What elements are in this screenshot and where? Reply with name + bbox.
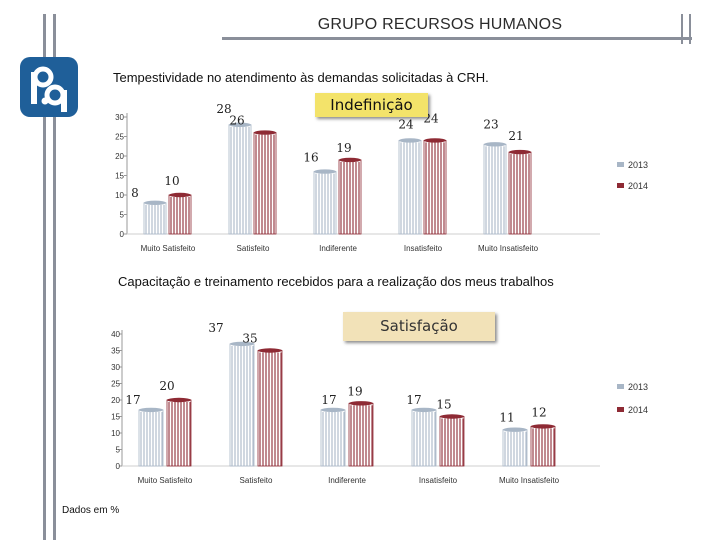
chart-2-value-label-2014-4: 12 — [531, 405, 546, 419]
chart-2-bar-cap-2013-1 — [230, 341, 254, 347]
chart-2-y-tick-label: 5 — [116, 446, 121, 455]
chart-1-category-label-1: Satisfeito — [237, 244, 270, 253]
chart-1-callout: Indefinição — [315, 93, 428, 117]
frame-vertical-line-3 — [681, 14, 683, 44]
chart-2-bar-cap-2013-4 — [503, 427, 527, 432]
chart-2-bar-cap-2013-0 — [139, 407, 163, 413]
frame-vertical-line-1 — [43, 14, 46, 540]
chart-1-category-label-3: Insatisfeito — [404, 244, 443, 253]
chart-2-bar-cap-2014-2 — [349, 401, 373, 406]
chart-2-y-tick-label: 10 — [111, 429, 120, 438]
chart-1-value-label-2013-4: 23 — [483, 117, 498, 131]
chart-1-bar-cap-2013-3 — [399, 138, 421, 143]
chart-2-bar-cap-2014-1 — [258, 348, 282, 353]
chart-2-callout: Satisfação — [343, 312, 495, 341]
chart-2-legend-label-2013: 2013 — [628, 382, 648, 392]
chart-2-value-label-2014-2: 19 — [347, 384, 362, 398]
chart-1-value-label-2013-3: 24 — [398, 117, 414, 131]
chart-2-bar-cap-2014-0 — [167, 397, 191, 403]
chart-2-y-tick-label: 15 — [111, 413, 120, 422]
chart-1-category-label-0: Muito Satisfeito — [141, 244, 196, 253]
chart-2-bar-cap-2013-2 — [321, 407, 345, 413]
chart-1-bar-cap-2013-0 — [144, 200, 166, 205]
chart-2-value-label-2014-0: 20 — [159, 379, 174, 393]
chart-1-legend-label-2014: 2014 — [628, 181, 648, 191]
company-logo — [19, 55, 79, 124]
chart-2-value-label-2013-2: 17 — [321, 393, 336, 407]
chart-2-value-label-2014-3: 15 — [436, 398, 451, 412]
chart-1-y-tick-label: 0 — [120, 230, 125, 239]
chart-1-value-label-2014-4: 21 — [508, 129, 523, 143]
chart-1-bar-cap-2014-4 — [509, 149, 531, 155]
chart-1-y-tick-label: 30 — [115, 113, 124, 122]
chart-1-value-label-2014-1: 26 — [229, 114, 244, 128]
chart-1-value-label-2013-1: 28 — [216, 102, 231, 116]
chart-2-y-tick-label: 40 — [111, 330, 120, 339]
chart-2-legend-swatch-2013 — [617, 384, 624, 389]
chart-2-y-tick-label: 20 — [111, 396, 120, 405]
chart-1-value-label-2013-0: 8 — [131, 186, 139, 200]
chart-2-category-label-3: Insatisfeito — [419, 476, 458, 485]
chart-2-y-tick-label: 35 — [111, 347, 120, 356]
chart-2-category-label-4: Muito Insatisfeito — [499, 476, 560, 485]
chart-1-y-tick-label: 25 — [115, 133, 124, 142]
chart-1-bar-cap-2013-1 — [229, 122, 251, 128]
title-underline — [222, 37, 692, 40]
chart-2-y-tick-label: 30 — [111, 363, 120, 372]
chart-1-value-label-2013-2: 16 — [303, 151, 318, 165]
chart-2-category-label-2: Indiferente — [328, 476, 366, 485]
footnote: Dados em % — [62, 505, 120, 516]
chart-2-bar-cap-2014-4 — [531, 424, 555, 429]
chart-2-y-tick-label: 0 — [116, 462, 121, 471]
chart-1-legend-swatch-2014 — [617, 183, 624, 188]
chart-2-legend-swatch-2014 — [617, 407, 624, 412]
chart-2-value-label-2013-0: 17 — [125, 393, 140, 407]
chart-2-value-label-2013-4: 11 — [499, 411, 514, 425]
frame-vertical-line-4 — [689, 14, 691, 44]
chart-1-bar-cap-2014-2 — [339, 157, 361, 163]
chart-1-value-label-2014-0: 10 — [164, 174, 179, 188]
chart-1-y-tick-label: 20 — [115, 152, 124, 161]
chart-2-category-label-0: Muito Satisfeito — [138, 476, 193, 485]
chart-1-legend-label-2013: 2013 — [628, 160, 648, 170]
chart-1-bar-cap-2014-3 — [424, 138, 446, 143]
chart-2-bar-cap-2013-3 — [412, 407, 436, 413]
chart-2-category-label-1: Satisfeito — [240, 476, 273, 485]
chart-2-title: Capacitação e treinamento recebidos para… — [118, 274, 554, 289]
chart-2-value-label-2014-1: 35 — [242, 332, 257, 346]
chart-2-value-label-2013-1: 37 — [208, 321, 223, 335]
chart-1-bar-cap-2014-0 — [169, 192, 191, 198]
chart-1-y-tick-label: 10 — [115, 191, 124, 200]
chart-1-title: Tempestividade no atendimento às demanda… — [113, 70, 489, 85]
chart-1-category-label-2: Indiferente — [319, 244, 357, 253]
chart-1-y-tick-label: 15 — [115, 172, 124, 181]
chart-1-category-label-4: Muito Insatisfeito — [478, 244, 539, 253]
chart-1-bar-cap-2013-2 — [314, 169, 336, 174]
chart-2-bar-cap-2014-3 — [440, 414, 464, 419]
chart-1-y-tick-label: 5 — [120, 211, 125, 220]
chart-1-legend-swatch-2013 — [617, 162, 624, 167]
chart-1-bar-cap-2014-1 — [254, 130, 276, 135]
page-title: GRUPO RECURSOS HUMANOS — [317, 16, 563, 33]
frame-vertical-line-2 — [53, 14, 56, 540]
chart-2-value-label-2013-3: 17 — [406, 393, 421, 407]
chart-2-y-tick-label: 25 — [111, 380, 120, 389]
chart-2-legend-label-2014: 2014 — [628, 405, 648, 415]
chart-1-value-label-2014-2: 19 — [336, 141, 351, 155]
chart-1-bar-cap-2013-4 — [484, 142, 506, 147]
